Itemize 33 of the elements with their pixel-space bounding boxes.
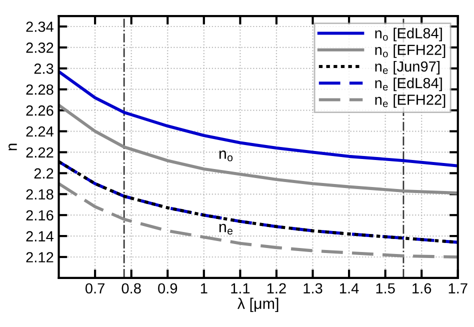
- annotation: n$_{o}$: [219, 150, 233, 162]
- y-tick-label: 2.18: [26, 189, 54, 200]
- x-tick-label: 0.7: [85, 283, 104, 294]
- x-tick-label: 1.7: [448, 283, 468, 294]
- y-tick-label: 2.26: [26, 105, 54, 116]
- y-tick-label: 2.3: [34, 64, 54, 74]
- legend-label: n$_{e}$ [EdL84]: [375, 78, 442, 92]
- legend-label: n$_{o}$ [EdL84]: [375, 28, 442, 42]
- x-tick-label: 1: [200, 283, 208, 294]
- x-tick-label: 1.6: [412, 283, 432, 294]
- legend-label: n$_{e}$ [EFH22]: [375, 94, 446, 108]
- legend-label: n$_{e}$ [Jun97]: [375, 60, 440, 75]
- x-tick-label: 1.4: [340, 283, 359, 294]
- x-tick-label: 1.2: [267, 283, 286, 294]
- annotation: n$_{e}$: [219, 224, 233, 235]
- y-tick-label: 2.2: [34, 168, 54, 178]
- line-series: [58, 182, 458, 259]
- x-tick-label: 1.5: [376, 283, 395, 294]
- y-tick-label: 2.24: [26, 126, 54, 137]
- legend-label: n$_{o}$ [EFH22]: [375, 44, 446, 58]
- y-tick-label: 2.28: [26, 84, 54, 95]
- x-tick-label: 0.9: [158, 283, 178, 294]
- y-tick-label: 2.34: [26, 22, 54, 32]
- y-tick-label: 2.16: [26, 210, 54, 221]
- x-tick-label: 1.3: [304, 283, 322, 294]
- y-tick-label: 2.14: [26, 231, 54, 242]
- x-tick-label: 1.1: [231, 283, 250, 294]
- y-axis-title: n: [8, 144, 17, 150]
- y-tick-label: 2.32: [26, 42, 54, 53]
- x-axis-title: λ [μm]: [237, 298, 278, 312]
- x-tick-label: 0.8: [122, 283, 141, 294]
- y-tick-label: 2.22: [26, 147, 54, 158]
- y-tick-label: 2.12: [26, 252, 54, 262]
